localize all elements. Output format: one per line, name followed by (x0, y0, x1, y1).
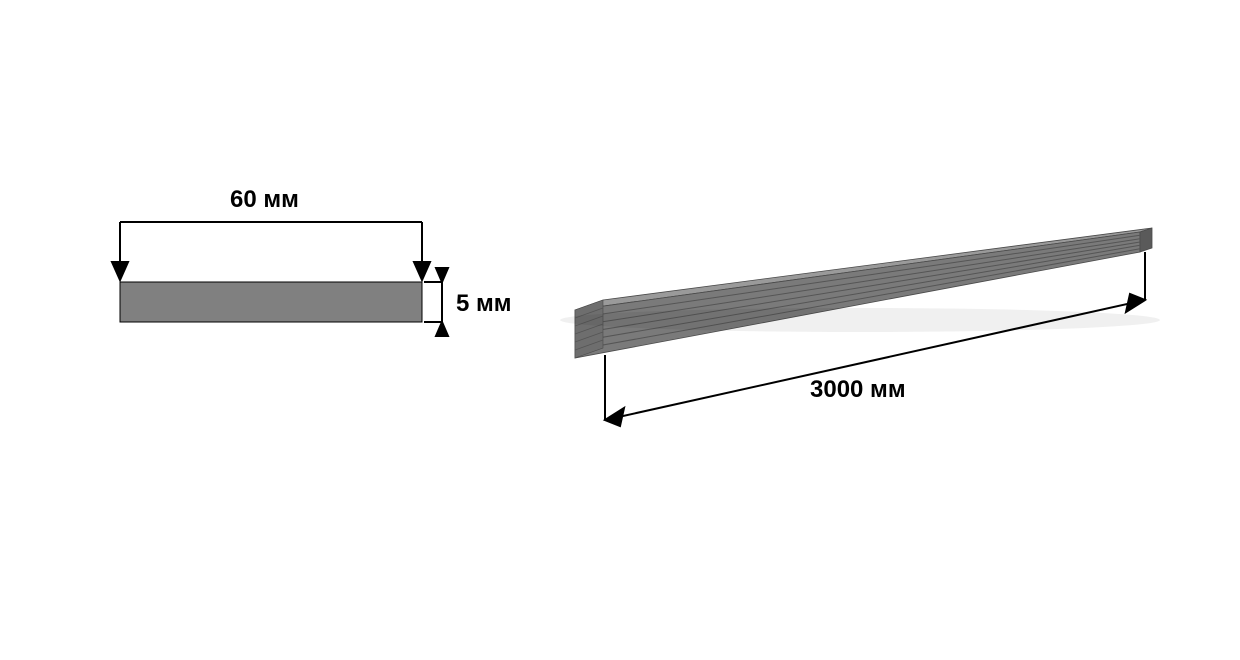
arrow-up-icon (436, 322, 448, 336)
arrow-right-icon (1126, 294, 1145, 312)
dim-length-label: 3000 мм (810, 376, 906, 404)
bar-shadow (560, 308, 1160, 332)
dim-height-label: 5 мм (456, 290, 512, 318)
dim-width-group (112, 222, 430, 280)
cross-section-group (112, 222, 448, 336)
bar-left-endcap (575, 300, 603, 358)
perspective-bar-group (560, 228, 1160, 358)
cross-section-rect (120, 282, 422, 322)
bar-end-face (1140, 228, 1152, 252)
arrow-down-icon (112, 262, 128, 280)
diagram-svg (0, 0, 1240, 660)
arrow-left-icon (605, 408, 624, 426)
diagram-canvas: 60 мм 5 мм 3000 мм (0, 0, 1240, 660)
arrow-down-icon (436, 268, 448, 282)
dim-width-label: 60 мм (230, 186, 299, 214)
dim-height-group (424, 268, 448, 336)
arrow-down-icon (414, 262, 430, 280)
